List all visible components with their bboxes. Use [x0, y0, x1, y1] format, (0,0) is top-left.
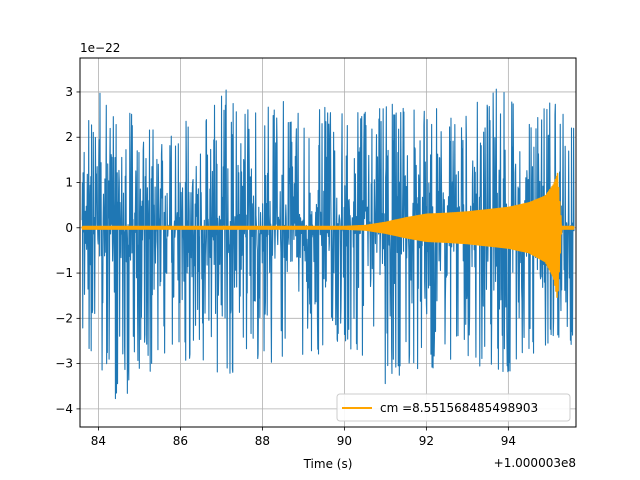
legend-label-chirp: cm =8.551568485498903	[380, 401, 538, 415]
x-tick-label: 90	[337, 434, 352, 448]
y-tick-label: −1	[55, 266, 73, 280]
x-tick-label: 88	[255, 434, 270, 448]
plot-frame	[79, 57, 577, 428]
y-tick-label: 2	[65, 130, 73, 144]
axis-ticks: 84 86 88 90 92 94 −4 −3 −2 −1 0 1 2 3	[55, 85, 516, 448]
x-tick-label: 92	[419, 434, 434, 448]
y-tick-label: −2	[55, 311, 73, 325]
series-layer	[81, 88, 575, 400]
y-tick-label: 1	[65, 176, 73, 190]
x-tick-label: 86	[173, 434, 188, 448]
y-tick-label: 3	[65, 85, 73, 99]
y-tick-label: −4	[55, 402, 73, 416]
x-offset-label: +1.000003e8	[494, 456, 576, 470]
legend: cm =8.551568485498903	[336, 393, 571, 422]
x-axis-label: Time (s)	[303, 457, 353, 471]
x-tick-label: 84	[91, 434, 106, 448]
series-line-chirp	[81, 172, 575, 298]
x-tick-label: 94	[501, 434, 516, 448]
legend-box	[336, 393, 571, 422]
y-scale-label: 1e−22	[80, 41, 120, 55]
y-tick-label: −3	[55, 357, 73, 371]
y-tick-label: 0	[65, 221, 73, 235]
